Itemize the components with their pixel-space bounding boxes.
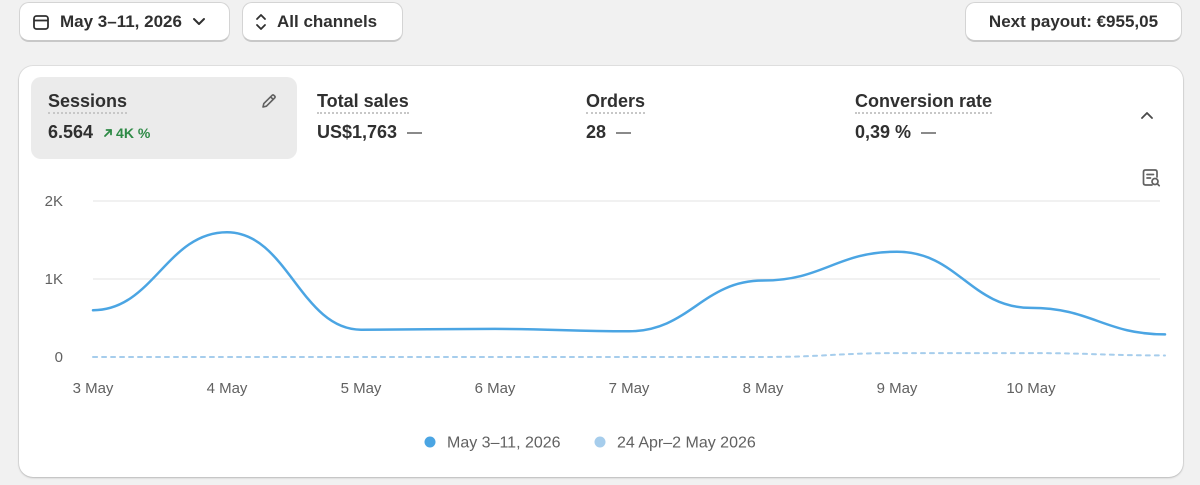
channels-label: All channels <box>277 11 378 31</box>
chevron-up-icon[interactable] <box>1138 107 1156 130</box>
chevron-down-icon <box>192 17 206 27</box>
legend-label: 24 Apr–2 May 2026 <box>617 435 756 452</box>
y-tick-label: 2K <box>45 193 63 210</box>
calendar-icon <box>32 13 50 31</box>
date-range-button[interactable]: May 3–11, 2026 <box>19 2 230 42</box>
no-comparison-dash <box>921 131 937 134</box>
trend-value: 4K % <box>116 124 151 141</box>
no-comparison-dash <box>407 131 423 134</box>
y-tick-label: 0 <box>55 349 63 366</box>
metric-sessions[interactable]: Sessions 6.564 4K % <box>31 77 297 159</box>
no-comparison-dash <box>616 131 632 134</box>
x-tick-label: 8 May <box>743 380 784 397</box>
x-tick-label: 5 May <box>341 380 382 397</box>
channels-button[interactable]: All channels <box>242 2 403 42</box>
metric-value: 28 <box>586 122 607 142</box>
x-tick-label: 10 May <box>1006 380 1056 397</box>
y-tick-label: 1K <box>45 271 63 288</box>
x-tick-label: 9 May <box>877 380 918 397</box>
series-line-previous <box>92 352 1166 359</box>
metric-title[interactable]: Total sales <box>317 91 409 114</box>
metric-value: 0,39 % <box>855 122 912 142</box>
series-line-current <box>91 230 1167 336</box>
metric-title[interactable]: Sessions <box>48 91 128 114</box>
metric-title[interactable]: Orders <box>586 91 646 114</box>
metric-orders[interactable]: Orders 28 <box>569 77 829 159</box>
arrow-up-right-icon <box>103 125 113 141</box>
metric-value: 6.564 <box>48 122 94 142</box>
metric-total-sales[interactable]: Total sales US$1,763 <box>300 77 560 159</box>
x-tick-label: 7 May <box>609 380 650 397</box>
date-range-label: May 3–11, 2026 <box>60 11 182 31</box>
metric-value: US$1,763 <box>317 122 398 142</box>
x-tick-label: 6 May <box>475 380 516 397</box>
legend-dot <box>594 436 606 448</box>
x-tick-label: 3 May <box>73 380 114 397</box>
sort-icon <box>255 13 267 31</box>
sessions-card: Sessions 6.564 4K % Total sales US$1,763… <box>19 66 1183 477</box>
payout-label: Next payout: €955,05 <box>988 11 1159 31</box>
next-payout-button[interactable]: Next payout: €955,05 <box>965 2 1182 42</box>
legend-dot <box>424 436 436 448</box>
trend-badge: 4K % <box>103 125 150 141</box>
sessions-line-chart: 2K 1K 0 3 May 4 May 5 May 6 May 7 May 8 May 9 May… <box>45 193 1167 452</box>
metric-title[interactable]: Conversion rate <box>855 91 993 114</box>
pencil-icon[interactable] <box>259 91 279 116</box>
legend-label: May 3–11, 2026 <box>447 435 561 452</box>
x-tick-label: 4 May <box>207 380 248 397</box>
report-search-icon[interactable] <box>1140 167 1162 194</box>
metric-conversion-rate[interactable]: Conversion rate 0,39 % <box>838 77 1098 159</box>
